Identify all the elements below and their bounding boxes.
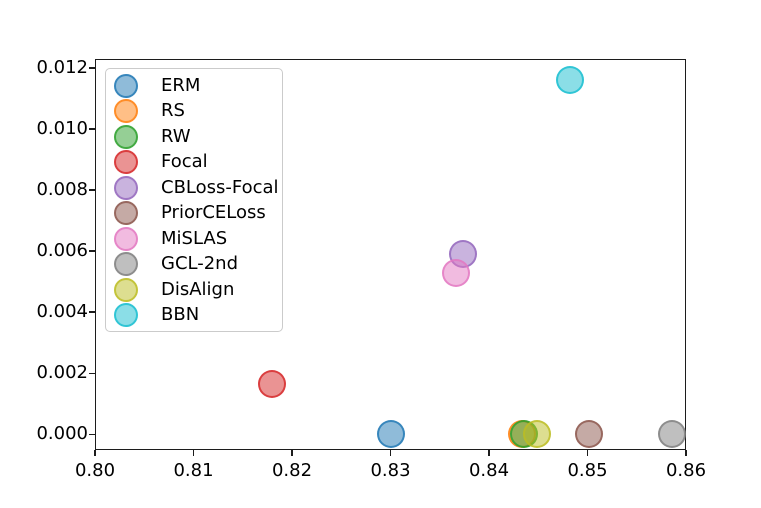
y-tick-label: 0.000 <box>36 423 88 445</box>
legend-item: RS <box>106 99 282 125</box>
legend-item-label: MiSLAS <box>161 227 228 249</box>
y-tick-mark <box>89 189 95 191</box>
y-tick-mark <box>89 433 95 436</box>
plot-area <box>95 59 686 450</box>
points-layer <box>95 59 687 450</box>
legend-item: RW <box>106 124 282 150</box>
x-tick-mark <box>685 450 687 456</box>
legend-marker-icon <box>114 277 138 302</box>
x-tick-mark <box>389 450 392 456</box>
x-tick-mark <box>94 450 96 456</box>
legend-marker-icon <box>114 99 138 124</box>
legend-marker-icon <box>114 73 138 98</box>
scatter-point-erm <box>377 420 406 449</box>
scatter-point-priorceloss <box>575 420 604 449</box>
legend-item: BBN <box>106 303 282 329</box>
legend-item-label: DisAlign <box>161 278 235 300</box>
legend-item: Focal <box>106 150 282 176</box>
scatter-point-mislas <box>441 258 470 287</box>
legend-item: PriorCELoss <box>106 201 282 227</box>
y-tick-label: 0.002 <box>36 362 88 384</box>
legend-marker-icon <box>114 252 138 277</box>
x-tick-label: 0.81 <box>173 460 214 481</box>
x-tick-mark <box>291 450 293 456</box>
x-tick-label: 0.80 <box>74 460 116 481</box>
legend-item: MiSLAS <box>106 226 282 252</box>
x-tick-label: 0.85 <box>567 460 608 481</box>
legend-item-label: BBN <box>161 304 200 326</box>
x-tick-mark <box>586 450 589 456</box>
legend-marker-icon <box>114 124 138 149</box>
x-tick-label: 0.82 <box>271 460 313 481</box>
y-tick-mark <box>89 311 95 314</box>
y-tick-mark <box>89 372 95 375</box>
legend-marker-icon <box>114 201 138 226</box>
scatter-point-focal <box>258 369 287 398</box>
scatter-point-bbn <box>555 66 584 95</box>
legend-item: CBLoss-Focal <box>106 175 282 201</box>
legend-item-label: GCL-2nd <box>161 253 239 275</box>
legend-item-label: Focal <box>161 151 208 173</box>
legend-marker-icon <box>114 226 138 251</box>
legend-marker-icon <box>114 175 138 200</box>
legend-marker-icon <box>114 303 138 328</box>
y-tick-mark <box>89 250 95 252</box>
x-tick-label: 0.84 <box>468 460 510 481</box>
y-tick-label: 0.012 <box>36 56 88 78</box>
legend-item-label: RS <box>161 100 185 122</box>
legend-item: GCL-2nd <box>106 252 282 278</box>
x-tick-mark <box>192 450 195 456</box>
legend-item: ERM <box>106 73 282 99</box>
legend-item-label: ERM <box>161 74 201 96</box>
scatter-point-disalign <box>523 420 552 449</box>
y-tick-mark <box>89 67 95 69</box>
legend-item-label: PriorCELoss <box>161 202 266 224</box>
y-tick-label: 0.006 <box>36 240 88 262</box>
legend-item-label: CBLoss-Focal <box>161 176 279 198</box>
x-tick-label: 0.86 <box>665 460 707 481</box>
y-tick-label: 0.008 <box>36 179 88 201</box>
y-tick-mark <box>89 128 95 130</box>
legend: ERM RS RW Focal CBLoss-Focal PriorCELoss MiSLA… <box>105 68 283 332</box>
x-tick-mark <box>488 450 490 456</box>
legend-marker-icon <box>114 150 138 175</box>
y-tick-label: 0.010 <box>36 117 88 139</box>
scatter-point-gcl-2nd <box>658 420 687 449</box>
y-tick-label: 0.004 <box>36 301 88 323</box>
legend-item: DisAlign <box>106 277 282 303</box>
x-tick-label: 0.83 <box>370 460 411 481</box>
legend-item-label: RW <box>161 125 191 147</box>
